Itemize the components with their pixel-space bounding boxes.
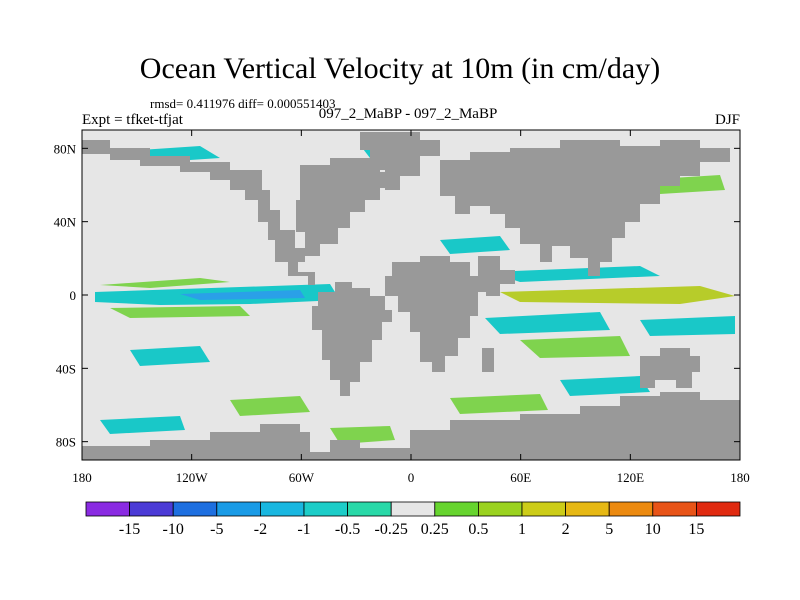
land-south-america bbox=[312, 282, 392, 396]
colorbar-box bbox=[521, 501, 566, 517]
land-antarctic-peninsula bbox=[310, 432, 330, 452]
colorbar-label: 5 bbox=[605, 521, 613, 538]
land-greenland bbox=[360, 132, 440, 190]
colorbar-label: -10 bbox=[163, 521, 184, 538]
lat-tick-label: 40S bbox=[56, 361, 76, 376]
land-masses bbox=[82, 132, 740, 460]
colorbar-box bbox=[477, 501, 523, 517]
latitude-axis: 80N 40N 0 40S 80S bbox=[54, 141, 740, 450]
colorbar-box bbox=[390, 501, 436, 517]
colorbar-label: 0.5 bbox=[468, 521, 488, 538]
land-africa bbox=[385, 256, 486, 372]
lat-tick-label: 0 bbox=[70, 288, 77, 303]
contour-negative bbox=[490, 266, 660, 282]
colorbar-box bbox=[259, 501, 305, 517]
colorbar-box bbox=[85, 501, 130, 517]
contour-positive-strong bbox=[500, 286, 735, 304]
land-north-america-east bbox=[296, 158, 395, 256]
colorbar-box bbox=[129, 501, 174, 517]
colorbar: -15 -10 -5 -2 -1 -0.5 -0.25 0.25 0.5 1 2 5 10 15 bbox=[85, 501, 741, 538]
contour-positive bbox=[100, 278, 230, 288]
lon-tick-label: 60E bbox=[510, 470, 531, 485]
colorbar-box bbox=[172, 501, 218, 517]
plot-title: Ocean Vertical Velocity at 10m (in cm/da… bbox=[139, 52, 661, 85]
map-plot-area bbox=[81, 129, 741, 461]
land-madagascar bbox=[482, 348, 494, 372]
land-eurasia bbox=[440, 140, 730, 276]
lon-tick-label: 60W bbox=[289, 470, 315, 485]
stats-text: rmsd= 0.411976 diff= 0.000551403 bbox=[150, 96, 336, 111]
lat-tick-label: 80N bbox=[54, 141, 77, 156]
contour-positive bbox=[520, 336, 630, 358]
contour-negative bbox=[560, 376, 650, 396]
land-australia bbox=[640, 348, 700, 388]
colorbar-label: -15 bbox=[119, 521, 140, 538]
colorbar-box bbox=[652, 501, 697, 517]
contour-negative bbox=[440, 236, 510, 254]
colorbar-label: -1 bbox=[297, 521, 310, 538]
colorbar-label: 15 bbox=[688, 521, 704, 538]
land-north-america bbox=[82, 140, 315, 285]
contour-negative bbox=[100, 416, 185, 434]
lon-tick-label: 120W bbox=[176, 470, 209, 485]
colorbar-label: 1 bbox=[518, 521, 526, 538]
colorbar-box bbox=[303, 501, 348, 517]
contour-positive bbox=[330, 426, 395, 444]
lon-tick-label: 120E bbox=[617, 470, 645, 485]
colorbar-label: -0.5 bbox=[335, 521, 360, 538]
contour-negative bbox=[485, 312, 610, 334]
experiment-label: Expt = tfket-tfjat bbox=[82, 112, 183, 128]
contour-negative bbox=[130, 346, 210, 366]
longitude-axis: 180 120W 60W 0 60E 120E 180 bbox=[72, 130, 750, 485]
contour-positive bbox=[230, 396, 310, 416]
colorbar-label: 0.25 bbox=[421, 521, 449, 538]
colorbar-box bbox=[434, 501, 479, 517]
colorbar-box bbox=[216, 501, 261, 517]
colorbar-box bbox=[696, 501, 741, 517]
colorbar-label: -0.25 bbox=[375, 521, 408, 538]
land-arabia bbox=[478, 256, 515, 296]
lat-tick-label: 80S bbox=[56, 435, 76, 450]
colorbar-label: 10 bbox=[645, 521, 661, 538]
contour-positive bbox=[110, 306, 250, 318]
land-antarctica bbox=[82, 392, 740, 460]
season-label: DJF bbox=[714, 112, 740, 128]
colorbar-box bbox=[347, 501, 392, 517]
lon-tick-label: 180 bbox=[730, 470, 750, 485]
anomaly-contours bbox=[95, 142, 735, 444]
contour-negative-strong bbox=[180, 290, 305, 300]
lat-tick-label: 40N bbox=[54, 215, 77, 230]
center-label: 097_2_MaBP - 097_2_MaBP bbox=[318, 106, 498, 122]
lon-tick-label: 0 bbox=[408, 470, 415, 485]
colorbar-label: -2 bbox=[254, 521, 267, 538]
colorbar-label: 2 bbox=[562, 521, 570, 538]
contour-negative bbox=[640, 316, 735, 336]
colorbar-box bbox=[565, 501, 610, 517]
colorbar-label: -5 bbox=[210, 521, 223, 538]
contour-positive bbox=[450, 394, 548, 414]
lon-tick-label: 180 bbox=[72, 470, 92, 485]
colorbar-box bbox=[608, 501, 654, 517]
